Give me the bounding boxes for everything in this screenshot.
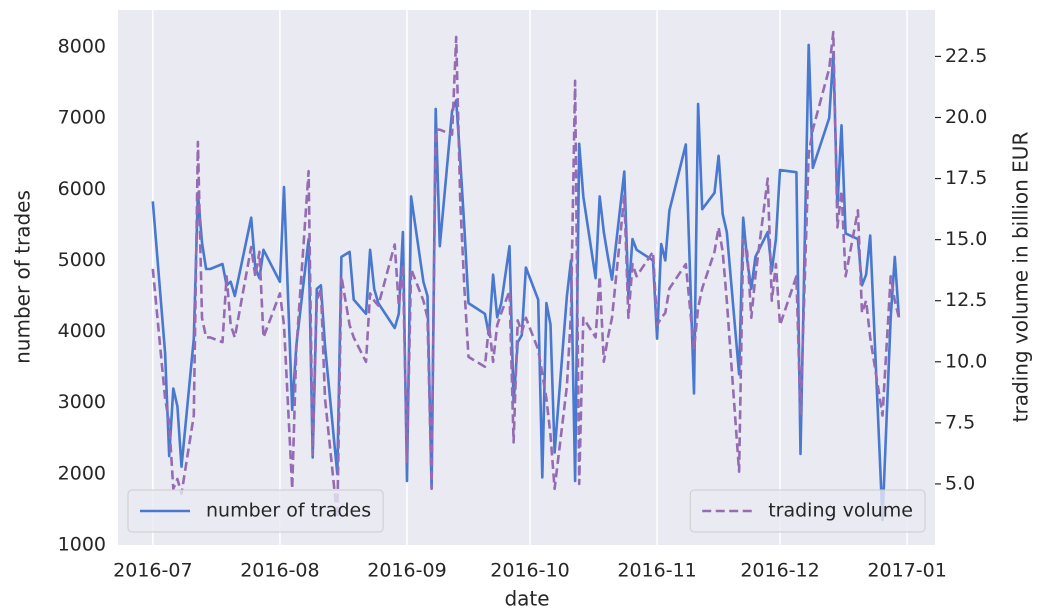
y2-axis-label: trading volume in billion EUR	[1009, 132, 1033, 423]
y-tick-label: 8000	[58, 35, 106, 57]
y-tick-label: 7000	[58, 107, 106, 129]
x-tick-label: 2017-01	[867, 560, 946, 582]
y-tick-label: 2000	[58, 462, 106, 484]
y-tick-label: 1000	[58, 534, 106, 556]
legend-label: number of trades	[206, 500, 371, 522]
x-tick-label: 2016-11	[617, 560, 696, 582]
y-tick-label: 5000	[58, 249, 106, 271]
y-tick-label: 3000	[58, 391, 106, 413]
x-tick-label: 2016-08	[240, 560, 319, 582]
y2-tick-label: 10.0	[945, 350, 987, 372]
x-tick-label: 2016-09	[367, 560, 446, 582]
y2-tick-label: 20.0	[945, 106, 987, 128]
y2-tick-label: 7.5	[945, 411, 975, 433]
legend-box	[127, 489, 384, 533]
y2-tick-label: 17.5	[945, 167, 987, 189]
y-axis-label: number of trades	[11, 190, 35, 364]
y2-tick-label: 15.0	[945, 228, 987, 250]
x-tick-label: 2016-12	[740, 560, 819, 582]
legend-box	[689, 489, 926, 533]
y2-tick-label: 5.0	[945, 472, 975, 494]
x-tick-label: 2016-07	[113, 560, 192, 582]
x-tick-label: 2016-10	[490, 560, 569, 582]
y-tick-label: 4000	[58, 320, 106, 342]
y2-tick-label: 22.5	[945, 45, 987, 67]
line	[151, 30, 901, 520]
legend-label: trading volume	[768, 500, 913, 522]
y-tick-label: 6000	[58, 178, 106, 200]
y2-tick-label: 12.5	[945, 289, 987, 311]
x-axis-label: date	[504, 587, 549, 611]
